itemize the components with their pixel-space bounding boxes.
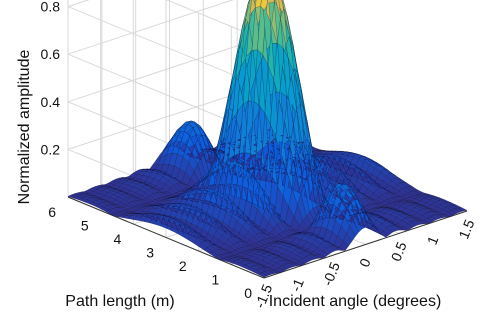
z-axis-label: Normalized amplitude	[16, 50, 33, 205]
y-tick-label: 2	[179, 258, 187, 274]
z-tick-label: 0.4	[41, 94, 61, 110]
tick-layer: 0.20.40.60.810123456-1.5-1-0.500.511.5	[41, 0, 478, 310]
surface-patch	[457, 207, 468, 212]
x-tick-label: -1	[287, 276, 307, 294]
y-tick-label: 1	[212, 272, 220, 288]
z-tick-label: 0.6	[41, 46, 61, 62]
grid-line	[165, 0, 265, 41]
x-tick-label: 1	[424, 234, 442, 247]
x-tick-label: -0.5	[319, 259, 343, 288]
y-tick-label: 4	[114, 231, 122, 247]
y-tick-label: 6	[48, 204, 56, 220]
y-tick-label: 5	[81, 218, 89, 234]
y-axis-label: Path length (m)	[65, 293, 174, 310]
grid-line	[67, 6, 265, 89]
y-tick-label: 0	[244, 285, 252, 301]
y-axis-line	[67, 196, 265, 279]
y-tick-label: 3	[146, 245, 154, 261]
surface-patch	[255, 0, 262, 8]
z-tick-label: 0.2	[41, 141, 61, 157]
surface-layer	[67, 0, 468, 278]
x-axis-label: Incident angle (degrees)	[269, 293, 442, 310]
x-tick-label: 0.5	[388, 239, 410, 263]
x-tick-label: 1.5	[455, 217, 477, 241]
surface-patch	[247, 0, 250, 5]
x-tick-label: 0	[356, 256, 374, 269]
z-tick-label: 0.8	[41, 0, 61, 15]
x-axis-line	[263, 210, 468, 279]
grid-line	[67, 34, 272, 103]
grid-line	[67, 0, 234, 55]
